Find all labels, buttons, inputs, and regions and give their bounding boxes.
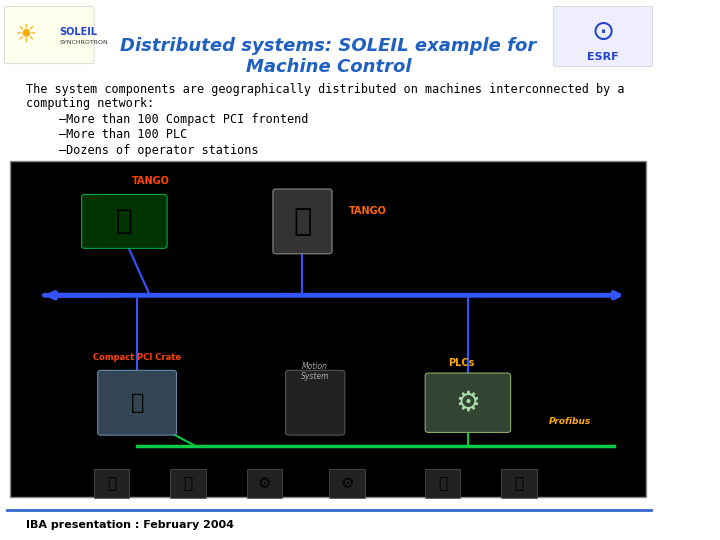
Text: –More than 100 PLC: –More than 100 PLC: [59, 129, 187, 141]
Text: 📷: 📷: [438, 476, 447, 491]
Text: Machine Control: Machine Control: [246, 58, 411, 77]
FancyBboxPatch shape: [273, 189, 332, 254]
FancyBboxPatch shape: [170, 469, 206, 498]
Text: ⚙: ⚙: [258, 476, 271, 491]
Text: IBA presentation : February 2004: IBA presentation : February 2004: [27, 520, 234, 530]
Bar: [10, 161, 646, 497]
Text: TANGO: TANGO: [348, 206, 387, 215]
FancyBboxPatch shape: [81, 194, 167, 248]
FancyBboxPatch shape: [4, 6, 94, 64]
FancyBboxPatch shape: [426, 373, 510, 433]
FancyBboxPatch shape: [98, 370, 176, 435]
Text: ☀: ☀: [15, 23, 37, 47]
Text: Compact PCI Crate: Compact PCI Crate: [93, 353, 181, 362]
Text: computing network:: computing network:: [27, 97, 155, 110]
Text: 🖥: 🖥: [514, 476, 523, 491]
Text: The system components are geographically distributed on machines interconnected : The system components are geographically…: [27, 83, 625, 96]
Text: 🔩: 🔩: [184, 476, 192, 491]
Text: Distributed systems: SOLEIL example for: Distributed systems: SOLEIL example for: [120, 37, 536, 55]
Text: 🖥: 🖥: [293, 207, 312, 236]
Text: TANGO: TANGO: [132, 176, 170, 186]
Text: 💾: 💾: [130, 393, 144, 413]
Text: ⊙: ⊙: [592, 18, 615, 46]
Text: SYNCHROTRON: SYNCHROTRON: [59, 39, 108, 45]
Text: Profibus: Profibus: [549, 417, 591, 426]
Text: –More than 100 Compact PCI frontend: –More than 100 Compact PCI frontend: [59, 113, 309, 126]
Text: 🖥: 🖥: [116, 207, 132, 235]
Text: –Dozens of operator stations: –Dozens of operator stations: [59, 144, 258, 157]
FancyBboxPatch shape: [286, 370, 345, 435]
Text: SOLEIL: SOLEIL: [59, 28, 97, 37]
Text: ⚙: ⚙: [456, 389, 480, 417]
Text: 📷: 📷: [107, 476, 116, 491]
FancyBboxPatch shape: [329, 469, 365, 498]
FancyBboxPatch shape: [425, 469, 460, 498]
FancyBboxPatch shape: [94, 469, 130, 498]
Text: PLCs: PLCs: [448, 357, 474, 368]
Text: ESRF: ESRF: [588, 52, 619, 62]
FancyBboxPatch shape: [554, 6, 652, 66]
FancyBboxPatch shape: [501, 469, 536, 498]
Text: Motion
System: Motion System: [301, 362, 330, 381]
Text: ⚙: ⚙: [341, 476, 354, 491]
FancyBboxPatch shape: [246, 469, 282, 498]
